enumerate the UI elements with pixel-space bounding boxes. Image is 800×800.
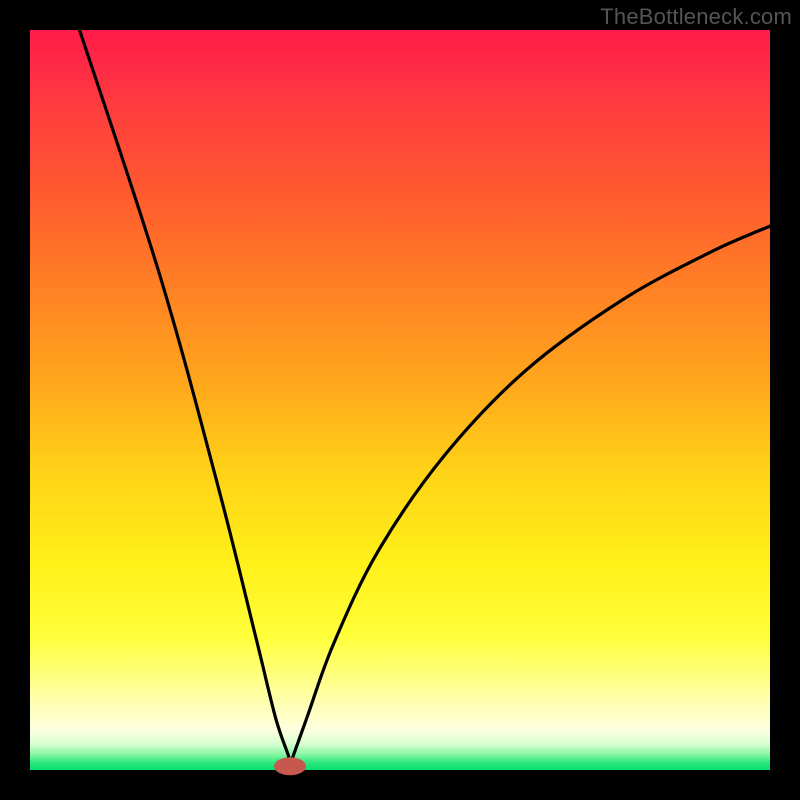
bottleneck-chart	[0, 0, 800, 800]
watermark-text: TheBottleneck.com	[600, 4, 792, 30]
minimum-marker	[274, 757, 306, 775]
chart-container: TheBottleneck.com	[0, 0, 800, 800]
plot-background	[30, 30, 770, 770]
